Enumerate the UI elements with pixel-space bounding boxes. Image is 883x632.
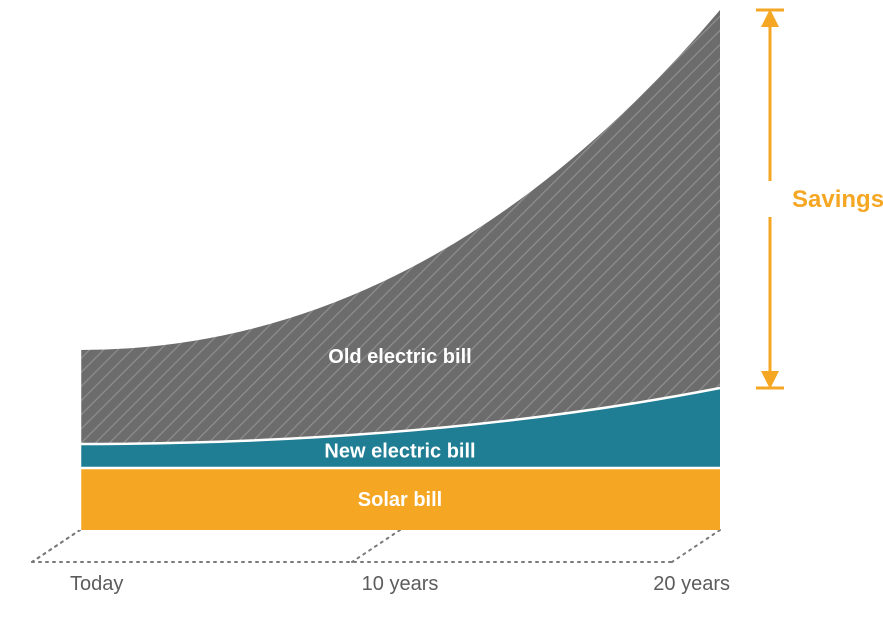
annotation-layer: Savings: [756, 10, 883, 388]
new-electric-bill-text: New electric bill: [324, 440, 475, 462]
solar-bill-text: Solar bill: [358, 489, 442, 511]
old-electric-bill-area: [80, 10, 720, 444]
x-axis-tick-label: Today: [70, 573, 123, 595]
savings-text: Savings: [792, 186, 883, 213]
savings-area-chart: Today 10 years 20 years Old electric bill Ne…: [0, 0, 883, 632]
old-electric-bill-text: Old electric bill: [328, 346, 471, 368]
axis-layer: [32, 530, 720, 562]
x-axis-tick-label: 20 years: [653, 573, 730, 595]
x-axis-tick-label: 10 years: [362, 573, 439, 595]
